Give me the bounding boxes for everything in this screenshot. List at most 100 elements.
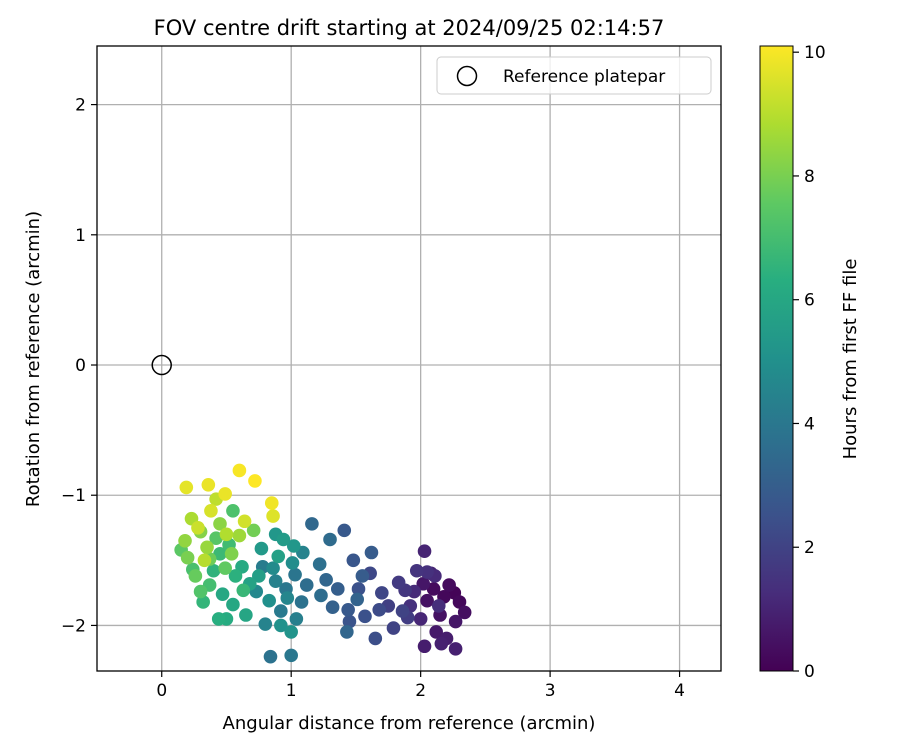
- data-point: [219, 527, 234, 542]
- data-point: [434, 636, 449, 651]
- x-tick-label: 0: [156, 681, 167, 701]
- data-point: [350, 592, 365, 607]
- colorbar-tick-label: 0: [804, 662, 815, 682]
- x-axis-label: Angular distance from reference (arcmin): [223, 713, 596, 734]
- data-point: [226, 504, 240, 518]
- data-point: [448, 614, 463, 629]
- grid: [97, 46, 721, 671]
- data-point: [252, 569, 266, 583]
- data-point: [330, 582, 345, 596]
- data-point: [285, 556, 300, 570]
- data-point: [213, 547, 227, 561]
- data-point: [271, 549, 286, 564]
- data-point: [426, 582, 441, 596]
- y-tick-label: 0: [75, 356, 86, 376]
- data-point: [323, 532, 337, 547]
- data-point: [206, 563, 221, 578]
- data-point: [325, 600, 340, 614]
- colorbar: 0 2 4 6 8 10 Hours from first FF file: [759, 43, 861, 682]
- data-point: [448, 642, 463, 656]
- data-point: [372, 603, 387, 617]
- data-point: [305, 517, 319, 531]
- colorbar-tick-label: 8: [804, 167, 815, 187]
- x-tick-label: 1: [286, 681, 297, 701]
- colorbar-gradient: [760, 46, 793, 671]
- data-point: [284, 625, 298, 639]
- data-point: [178, 533, 192, 548]
- data-point: [420, 565, 434, 579]
- data-point: [386, 621, 401, 635]
- data-point: [268, 574, 283, 588]
- data-point: [358, 609, 372, 624]
- data-point: [280, 591, 295, 605]
- chart-title: FOV centre drift starting at 2024/09/25 …: [154, 16, 665, 40]
- colorbar-tick-label: 6: [804, 291, 815, 311]
- data-point: [409, 563, 424, 578]
- data-point: [299, 578, 314, 592]
- data-point: [286, 539, 301, 553]
- data-point: [364, 545, 379, 560]
- colorbar-ticks: 0 2 4 6 8 10: [793, 43, 826, 682]
- y-tick-label: 1: [75, 226, 86, 246]
- data-point: [224, 547, 239, 561]
- data-point: [431, 599, 446, 613]
- x-tick-label: 2: [415, 681, 426, 701]
- data-point: [375, 586, 389, 600]
- data-point: [239, 608, 253, 622]
- reference-platepar-marker: [151, 354, 172, 376]
- data-point: [413, 612, 428, 626]
- data-point: [215, 587, 230, 601]
- x-axis-ticks: 0 1 2 3 4: [156, 671, 685, 701]
- data-point: [312, 557, 327, 572]
- data-point: [289, 612, 304, 626]
- data-point: [276, 532, 291, 547]
- data-point: [368, 631, 383, 646]
- y-tick-label: −1: [61, 486, 86, 506]
- data-point: [395, 604, 410, 618]
- data-point: [232, 463, 247, 478]
- data-point: [274, 618, 288, 633]
- data-point: [258, 617, 273, 631]
- data-point: [288, 567, 302, 582]
- data-point: [209, 531, 223, 545]
- data-point: [264, 496, 279, 510]
- data-point: [213, 517, 227, 531]
- data-point: [452, 595, 467, 609]
- legend-entry: Reference platepar: [503, 67, 665, 87]
- data-point: [342, 614, 357, 629]
- colorbar-tick-label: 10: [804, 43, 826, 63]
- data-point: [248, 474, 262, 488]
- legend: Reference platepar: [436, 56, 712, 95]
- data-point: [351, 582, 366, 596]
- data-point: [226, 597, 240, 612]
- data-point: [193, 584, 208, 599]
- data-point: [266, 561, 280, 575]
- data-point: [284, 648, 298, 663]
- data-point: [188, 569, 203, 583]
- x-tick-label: 3: [545, 681, 556, 701]
- colorbar-label: Hours from first FF file: [840, 259, 861, 460]
- data-point: [262, 593, 276, 608]
- data-point: [294, 595, 309, 609]
- data-point: [204, 504, 218, 518]
- data-point: [201, 478, 216, 492]
- data-point: [391, 575, 406, 590]
- y-tick-label: 2: [75, 96, 86, 116]
- data-point: [341, 603, 355, 617]
- legend-box: [436, 56, 712, 95]
- data-point: [179, 480, 194, 495]
- colorbar-tick-label: 4: [804, 414, 815, 434]
- data-point: [232, 528, 247, 543]
- plot-frame: [96, 45, 722, 672]
- data-point: [197, 553, 212, 568]
- data-point: [417, 544, 432, 559]
- data-point: [319, 573, 333, 587]
- data-point: [274, 604, 288, 618]
- data-point: [337, 523, 352, 538]
- data-point: [417, 639, 432, 654]
- data-point: [420, 593, 434, 608]
- data-point: [266, 509, 280, 523]
- data-point: [180, 550, 195, 565]
- data-point: [346, 553, 361, 568]
